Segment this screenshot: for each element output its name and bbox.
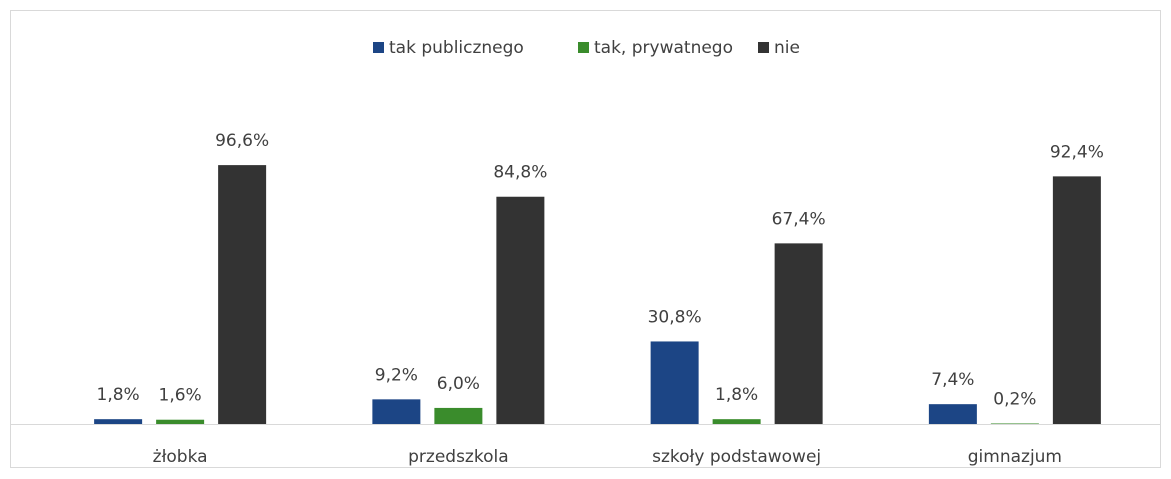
legend-swatch: [758, 42, 769, 53]
bar: [1052, 176, 1101, 424]
data-label: 6,0%: [437, 374, 480, 394]
bar: [94, 419, 143, 424]
bar: [650, 341, 699, 424]
bar: [774, 243, 823, 424]
x-tick-label: żłobka: [153, 447, 208, 467]
data-label: 67,4%: [772, 209, 826, 229]
bar: [990, 423, 1039, 424]
x-tick-label: przedszkola: [408, 447, 509, 467]
bar: [434, 407, 483, 424]
data-label: 1,6%: [159, 386, 202, 406]
legend-label: tak publicznego: [389, 38, 524, 58]
bar: [372, 399, 421, 424]
data-label: 92,4%: [1050, 142, 1104, 162]
data-label: 9,2%: [375, 365, 418, 385]
bar: [218, 165, 267, 424]
data-label: 7,4%: [931, 370, 974, 390]
data-label: 84,8%: [493, 163, 547, 183]
x-tick-label: gimnazjum: [968, 447, 1062, 467]
bar: [156, 419, 205, 424]
chart-frame: [10, 10, 1161, 468]
bar: [928, 404, 977, 424]
legend-label: tak, prywatnego: [594, 38, 733, 58]
bar: [712, 419, 761, 424]
bar: [496, 196, 545, 424]
legend-label: nie: [774, 38, 800, 58]
legend-swatch: [373, 42, 384, 53]
legend-swatch: [578, 42, 589, 53]
x-tick-label: szkoły podstawowej: [652, 447, 821, 467]
data-label: 1,8%: [715, 385, 758, 405]
data-label: 96,6%: [215, 131, 269, 151]
data-label: 30,8%: [648, 307, 702, 327]
data-label: 0,2%: [993, 389, 1036, 409]
data-label: 1,8%: [97, 385, 140, 405]
